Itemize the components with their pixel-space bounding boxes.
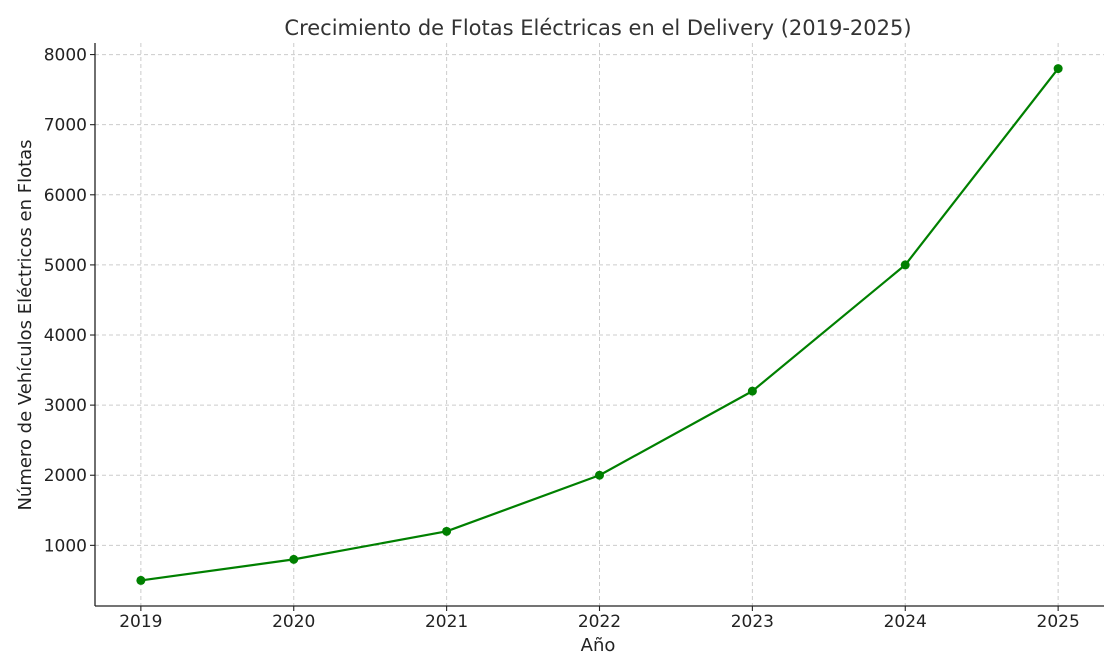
x-tick-label: 2022 bbox=[578, 612, 621, 632]
x-tick-label: 2021 bbox=[425, 612, 468, 632]
chart-title: Crecimiento de Flotas Eléctricas en el D… bbox=[284, 16, 911, 40]
x-axis-label: Año bbox=[581, 635, 616, 656]
data-point-marker bbox=[1053, 64, 1063, 74]
grid bbox=[95, 43, 1104, 606]
ticks: 2019 2020 2021 2022 2023 2024 2025 1000 2000 3000… bbox=[44, 46, 1080, 632]
y-tick-label: 5000 bbox=[44, 256, 87, 276]
data-point-marker bbox=[289, 554, 299, 564]
x-tick-label: 2020 bbox=[272, 612, 315, 632]
x-tick-label: 2019 bbox=[119, 612, 162, 632]
series bbox=[136, 64, 1063, 585]
y-tick-label: 2000 bbox=[44, 466, 87, 486]
data-point-marker bbox=[900, 260, 910, 270]
x-tick-label: 2025 bbox=[1037, 612, 1080, 632]
y-tick-label: 6000 bbox=[44, 186, 87, 206]
y-tick-label: 7000 bbox=[44, 116, 87, 136]
y-tick-label: 3000 bbox=[44, 396, 87, 416]
data-point-marker bbox=[595, 470, 604, 480]
data-point-marker bbox=[442, 526, 452, 536]
y-tick-label: 8000 bbox=[44, 46, 87, 66]
x-tick-label: 2024 bbox=[884, 612, 927, 632]
data-point-marker bbox=[136, 575, 146, 585]
y-tick-label: 1000 bbox=[44, 536, 87, 556]
y-tick-label: 4000 bbox=[44, 326, 87, 346]
y-axis-label: Número de Vehículos Eléctricos en Flotas bbox=[15, 139, 36, 510]
x-tick-label: 2023 bbox=[731, 612, 774, 632]
data-point-marker bbox=[747, 386, 757, 396]
